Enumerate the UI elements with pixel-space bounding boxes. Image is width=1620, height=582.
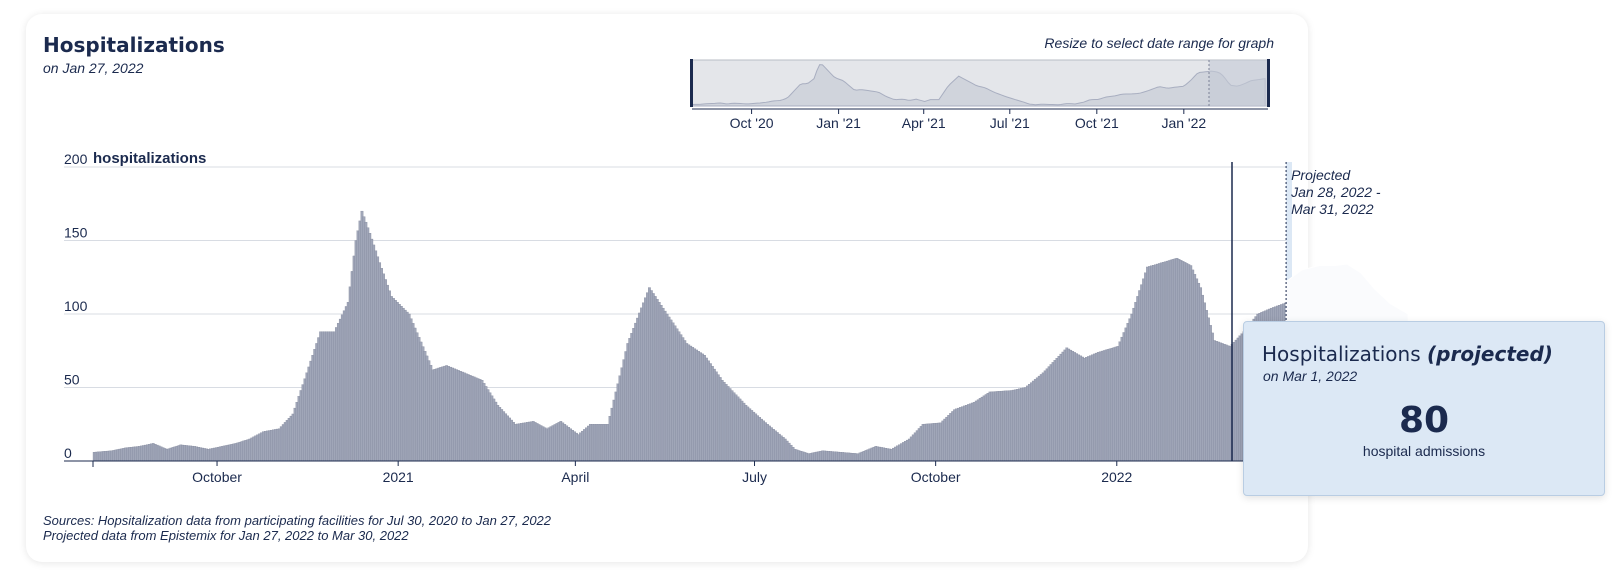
x-tick-label: October [192, 469, 242, 485]
x-tick-label: 2021 [383, 469, 414, 485]
brush-tick-label: Apr '21 [902, 115, 946, 131]
y-tick-label: 150 [64, 225, 88, 241]
resize-hint: Resize to select date range for graph [1044, 35, 1274, 51]
brush-tick-label: Oct '20 [730, 115, 774, 131]
y-tick-label: 100 [64, 298, 88, 314]
brush-tick-label: Jan '21 [816, 115, 861, 131]
sources-line-2: Projected data from Epistemix for Jan 27… [43, 528, 409, 543]
tooltip-date: on Mar 1, 2022 [1263, 368, 1358, 384]
y-axis-title: hospitalizations [93, 150, 206, 167]
y-tick-label: 200 [64, 151, 88, 167]
brush-tick-label: Jul '21 [990, 115, 1030, 131]
x-tick-label: October [911, 469, 961, 485]
brush-tick-label: Oct '21 [1075, 115, 1119, 131]
projection-tooltip: Hospitalizations (projected) on Mar 1, 2… [1243, 321, 1605, 496]
tooltip-title-text: Hospitalizations [1262, 342, 1421, 366]
chart-date: on Jan 27, 2022 [43, 60, 144, 76]
grid: 0 50 100 150 200 hospitalizations [64, 150, 1292, 461]
brush-handle-right [1267, 59, 1270, 107]
date-range-brush[interactable]: Oct '20 Jan '21 Apr '21 Jul '21 Oct '21 Jan '… [690, 59, 1270, 131]
y-tick-label: 50 [64, 372, 80, 388]
tooltip-title-emphasis: (projected) [1427, 342, 1553, 366]
x-tick-label: 2022 [1101, 469, 1132, 485]
chart-title: Hospitalizations [43, 33, 225, 57]
sources-note: Sources: Hopsitalization data from parti… [43, 513, 551, 543]
axes: October 2021 April July October 2022 [64, 460, 1292, 485]
x-tick-label: April [561, 469, 589, 485]
tooltip-value: 80 [1398, 400, 1450, 441]
y-tick-label: 0 [64, 445, 72, 461]
tooltip-title: Hospitalizations (projected) [1262, 342, 1553, 366]
projection-label: Projected Jan 28, 2022 -Mar 31, 2022 [1290, 167, 1381, 217]
brush-selection [1209, 60, 1268, 106]
sources-line-1: Sources: Hopsitalization data from parti… [43, 513, 552, 528]
brush-handle-left [690, 59, 693, 107]
x-tick-label: July [742, 469, 767, 485]
brush-overview-area [691, 64, 1266, 107]
bars[interactable] [92, 210, 1289, 462]
tooltip-unit: hospital admissions [1362, 443, 1486, 459]
brush-tick-label: Jan '22 [1161, 115, 1206, 131]
